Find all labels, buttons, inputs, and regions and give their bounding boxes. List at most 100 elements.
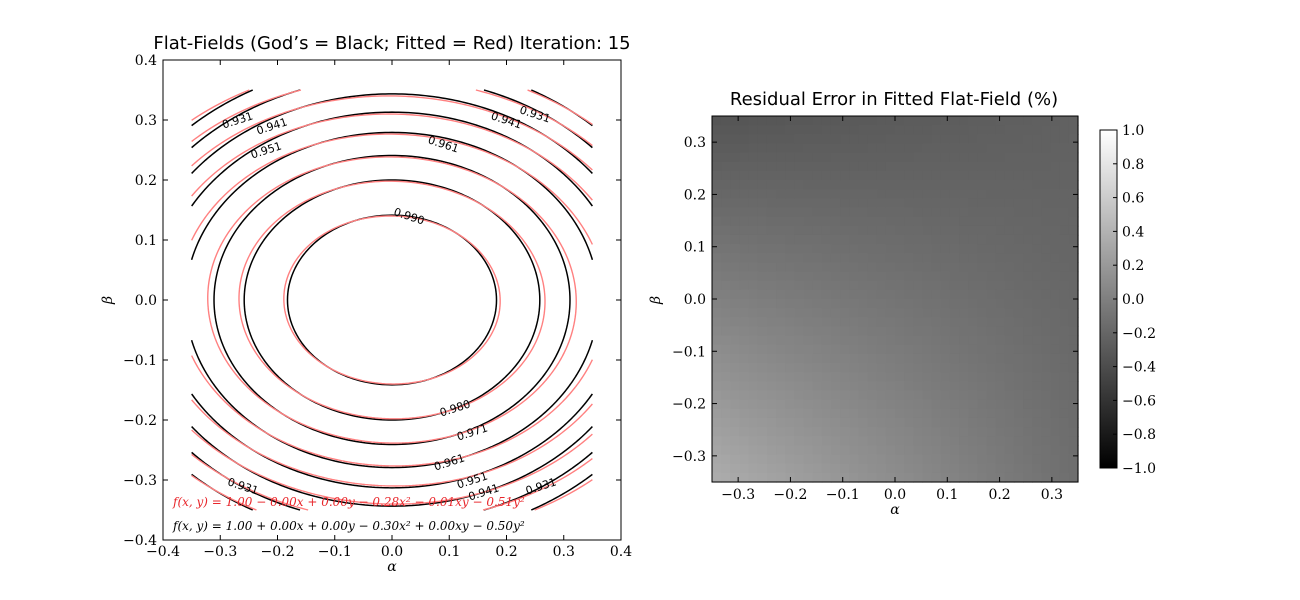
heatmap-cell [748, 170, 759, 181]
heatmap-cell [794, 317, 805, 328]
heatmap-cell [730, 244, 741, 254]
heatmap-cell [1023, 454, 1033, 465]
heatmap-cell [1050, 134, 1061, 145]
heatmap-cell [922, 427, 933, 437]
heatmap-cell [968, 253, 978, 263]
heatmap-cell [812, 271, 823, 282]
heatmap-cell [895, 262, 905, 273]
heatmap-cell [849, 225, 859, 236]
heatmap-cell [913, 216, 924, 227]
heatmap-cell [794, 280, 805, 291]
heatmap-cell [885, 417, 896, 428]
heatmap-cell [1032, 280, 1042, 291]
heatmap-cell [803, 390, 814, 401]
heatmap-cell [858, 253, 869, 263]
heatmap-cell [904, 152, 914, 163]
heatmap-cell [867, 225, 878, 236]
heatmap-cell [812, 299, 823, 309]
heatmap-cell [766, 244, 777, 254]
contour-line [191, 111, 593, 489]
heatmap-cell [995, 216, 1006, 227]
heatmap-cell [940, 399, 951, 410]
heatmap-cell [949, 463, 960, 474]
heatmap-cell [721, 143, 731, 154]
heatmap-cell [931, 271, 942, 282]
heatmap-cell [940, 253, 951, 263]
heatmap-cell [721, 198, 731, 209]
heatmap-cell [1023, 198, 1033, 209]
heatmap-cell [803, 417, 814, 428]
heatmap-cell [766, 116, 777, 126]
heatmap-cell [794, 116, 805, 126]
heatmap-cell [1004, 390, 1015, 401]
heatmap-cell [785, 372, 795, 382]
heatmap-cell [721, 180, 731, 190]
heatmap-cell [949, 143, 960, 154]
y-tick-label: 0.0 [135, 293, 157, 309]
heatmap-cell [995, 161, 1006, 172]
heatmap-cell [739, 463, 750, 474]
heatmap-cell [949, 454, 960, 465]
heatmap-cell [867, 427, 878, 437]
heatmap-cell [858, 399, 869, 410]
heatmap-cell [986, 289, 997, 300]
heatmap-cell [931, 225, 942, 236]
heatmap-cell [721, 161, 731, 172]
heatmap-cell [712, 198, 722, 209]
heatmap-cell [922, 216, 933, 227]
heatmap-cell [840, 381, 850, 392]
heatmap-cell [748, 344, 759, 355]
heatmap-cell [1032, 454, 1042, 465]
heatmap-cell [986, 280, 997, 291]
heatmap-cell [986, 244, 997, 254]
heatmap-cell [849, 262, 859, 273]
heatmap-cell [904, 436, 914, 446]
heatmap-cell [986, 271, 997, 282]
heatmap-cell [766, 280, 777, 291]
heatmap-cell [785, 280, 795, 291]
heatmap-cell [922, 353, 933, 364]
heatmap-cell [949, 326, 960, 337]
colorbar-tick-label: 0.6 [1122, 191, 1144, 207]
heatmap-cell [840, 161, 850, 172]
residual-x-label: α [890, 502, 900, 518]
heatmap-cell [1023, 427, 1033, 437]
heatmap-cell [730, 198, 741, 209]
heatmap-cell [922, 271, 933, 282]
heatmap-cell [730, 417, 741, 428]
heatmap-cell [821, 445, 832, 456]
heatmap-cell [757, 134, 768, 145]
heatmap-cell [931, 299, 942, 309]
heatmap-cell [931, 326, 942, 337]
heatmap-cell [757, 116, 768, 126]
heatmap-cell [766, 189, 777, 199]
heatmap-cell [1059, 143, 1070, 154]
heatmap-cell [785, 207, 795, 218]
heatmap-cell [748, 189, 759, 199]
heatmap-cell [766, 335, 777, 346]
heatmap-cell [1023, 445, 1033, 456]
heatmap-cell [739, 381, 750, 392]
heatmap-cell [748, 363, 759, 373]
heatmap-cell [1059, 216, 1070, 227]
heatmap-cell [803, 152, 814, 163]
heatmap-cell [922, 299, 933, 309]
heatmap-cell [830, 170, 841, 181]
heatmap-cell [776, 134, 786, 145]
y-tick-label: 0.2 [135, 173, 157, 189]
heatmap-cell [858, 317, 869, 328]
x-tick-label: −0.2 [261, 544, 295, 560]
heatmap-cell [895, 299, 905, 309]
heatmap-cell [885, 372, 896, 382]
heatmap-cell [1023, 363, 1033, 373]
heatmap-cell [1059, 253, 1070, 263]
heatmap-cell [968, 445, 978, 456]
heatmap-cell [1050, 335, 1061, 346]
heatmap-cell [904, 134, 914, 145]
heatmap-cell [1004, 463, 1015, 474]
heatmap-cell [1059, 134, 1070, 145]
heatmap-cell [895, 472, 905, 483]
heatmap-cell [876, 280, 887, 291]
heatmap-cell [1068, 216, 1079, 227]
heatmap-cell [995, 335, 1006, 346]
